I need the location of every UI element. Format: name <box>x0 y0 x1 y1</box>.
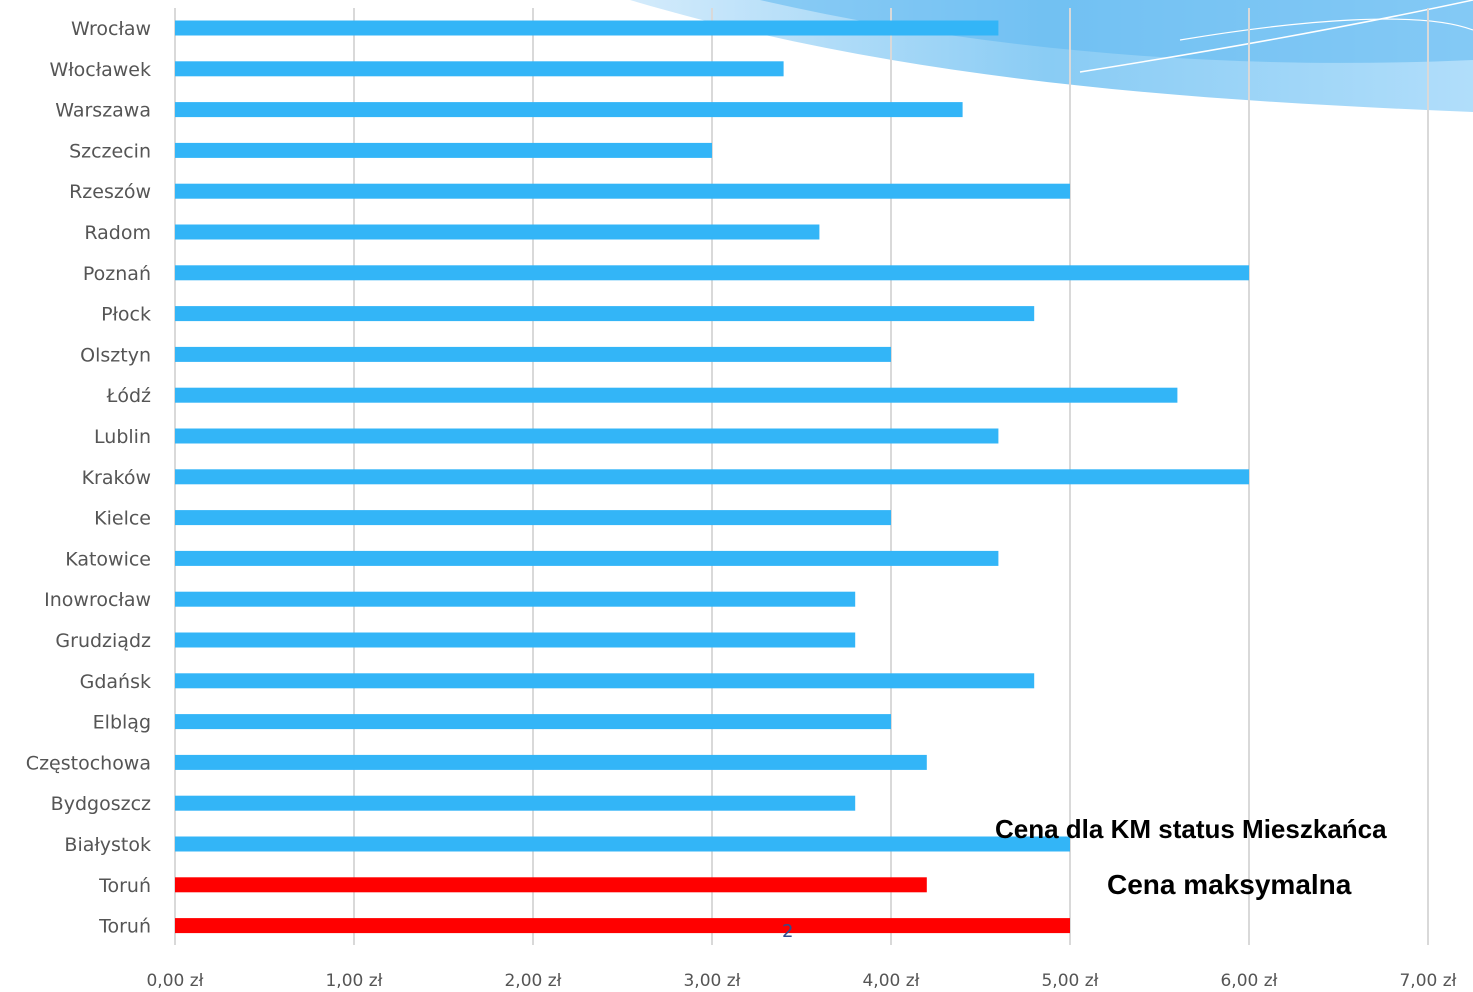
page-number: 2 <box>782 921 793 942</box>
bar <box>175 673 1034 688</box>
bar <box>175 143 712 158</box>
category-label: Elbląg <box>93 712 151 734</box>
category-label: Białystok <box>64 834 151 856</box>
category-label: Częstochowa <box>26 752 151 774</box>
bar <box>175 877 927 892</box>
bar <box>175 347 891 362</box>
bar <box>175 796 855 811</box>
annotation-resident-price: Cena dla KM status Mieszkańca <box>995 814 1387 845</box>
bar <box>175 21 998 36</box>
category-label: Toruń <box>98 916 151 938</box>
category-label: Olsztyn <box>80 344 151 366</box>
bar <box>175 918 1070 933</box>
decorative-wave <box>630 0 1473 112</box>
bar <box>175 388 1177 403</box>
category-label: Kraków <box>82 467 151 489</box>
category-label: Radom <box>84 222 151 244</box>
bar <box>175 306 1034 321</box>
x-tick-label: 3,00 zł <box>683 971 740 991</box>
category-label: Lublin <box>94 426 151 448</box>
x-tick-label: 1,00 zł <box>325 971 382 991</box>
bar <box>175 837 1070 852</box>
bar <box>175 469 1249 484</box>
bar <box>175 225 819 240</box>
bar <box>175 61 784 76</box>
category-label: Płock <box>101 304 151 326</box>
bar <box>175 429 998 444</box>
bar <box>175 633 855 648</box>
annotation-max-price: Cena maksymalna <box>1107 869 1351 901</box>
category-label: Katowice <box>65 548 151 570</box>
category-label: Inowrocław <box>44 589 151 611</box>
category-label: Rzeszów <box>69 181 151 203</box>
x-tick-label: 7,00 zł <box>1399 971 1456 991</box>
bars <box>175 21 1249 934</box>
category-label: Szczecin <box>69 140 151 162</box>
category-label: Grudziądz <box>55 630 151 652</box>
x-tick-label: 6,00 zł <box>1220 971 1277 991</box>
category-label: Bydgoszcz <box>51 793 151 815</box>
bar <box>175 551 998 566</box>
category-label: Włocławek <box>49 59 151 81</box>
bar <box>175 714 891 729</box>
bar <box>175 510 891 525</box>
category-label: Wrocław <box>71 18 151 40</box>
x-tick-label: 4,00 zł <box>862 971 919 991</box>
bar <box>175 755 927 770</box>
bar <box>175 592 855 607</box>
x-axis-tick-labels: 0,00 zł 1,00 zł 2,00 zł 3,00 zł 4,00 zł 5,00 … <box>146 971 1456 991</box>
category-label: Gdańsk <box>80 671 151 693</box>
category-label: Łódź <box>106 385 151 407</box>
bar <box>175 265 1249 280</box>
bar <box>175 184 1070 199</box>
x-tick-label: 0,00 zł <box>146 971 203 991</box>
category-label: Poznań <box>83 263 151 285</box>
x-tick-label: 2,00 zł <box>504 971 561 991</box>
category-label: Kielce <box>94 508 151 530</box>
category-label: Warszawa <box>55 100 151 122</box>
category-label: Toruń <box>98 875 151 897</box>
x-tick-label: 5,00 zł <box>1041 971 1098 991</box>
category-labels: Wrocław Włocławek Warszawa Szczecin Rzeszów R… <box>26 18 151 938</box>
bar <box>175 102 963 117</box>
